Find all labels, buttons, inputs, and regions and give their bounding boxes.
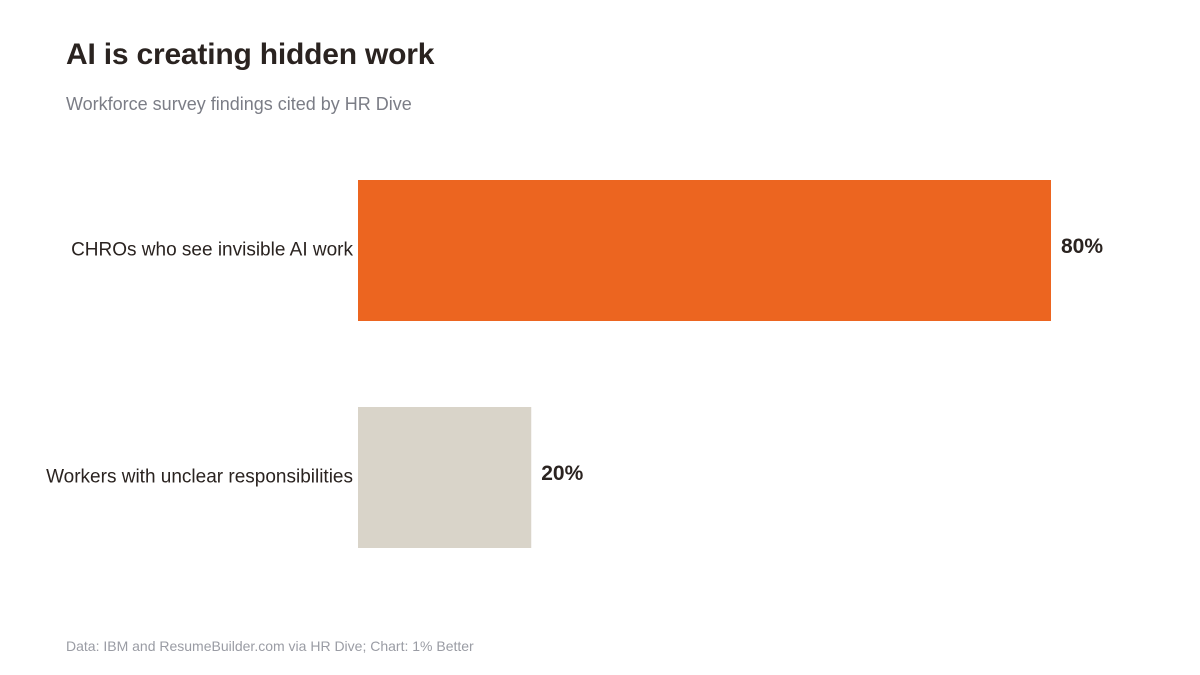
value-label-0: 80% xyxy=(1061,235,1103,258)
bar-0 xyxy=(358,180,1051,321)
bar-1 xyxy=(358,407,532,548)
category-label-0: CHROs who see invisible AI work xyxy=(71,240,353,261)
chart-title: AI is creating hidden work xyxy=(66,38,435,71)
chart-subtitle: Workforce survey findings cited by HR Di… xyxy=(66,94,412,114)
source-note: Data: IBM and ResumeBuilder.com via HR D… xyxy=(66,638,474,654)
value-label-1: 20% xyxy=(541,462,583,485)
category-label-1: Workers with unclear responsibilities xyxy=(46,467,353,488)
